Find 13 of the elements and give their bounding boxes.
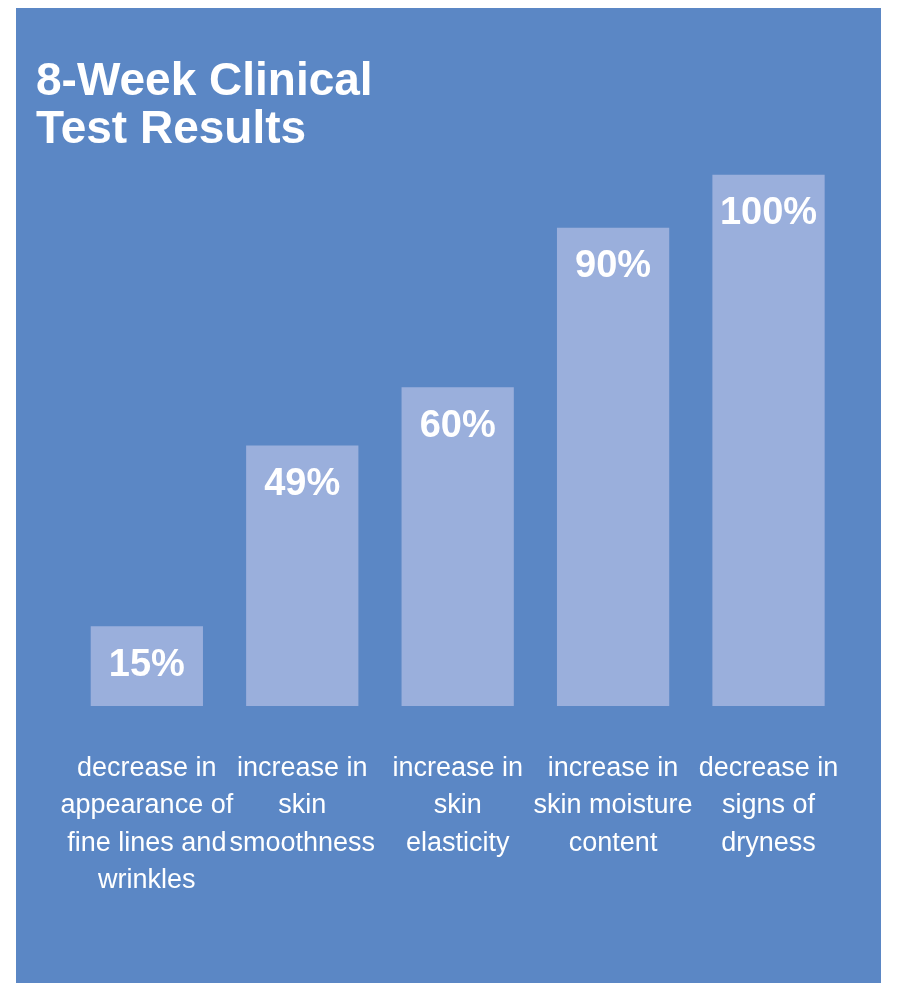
data-label: 49% <box>264 461 341 504</box>
bar <box>556 227 670 706</box>
chart-title: 8-Week Clinical Test Results <box>36 52 373 154</box>
bar <box>246 445 359 706</box>
data-label: 90% <box>575 243 652 286</box>
x-tick-label: decrease in signs of dryness <box>698 752 839 857</box>
x-tick-label: increase in skin moisture content <box>533 752 693 857</box>
data-label: 60% <box>419 402 496 445</box>
x-tick-label: increase in skin elasticity <box>392 752 523 857</box>
bar <box>712 174 825 706</box>
data-label: 100% <box>719 190 818 233</box>
bar <box>401 387 514 706</box>
data-label: 15% <box>108 641 185 684</box>
